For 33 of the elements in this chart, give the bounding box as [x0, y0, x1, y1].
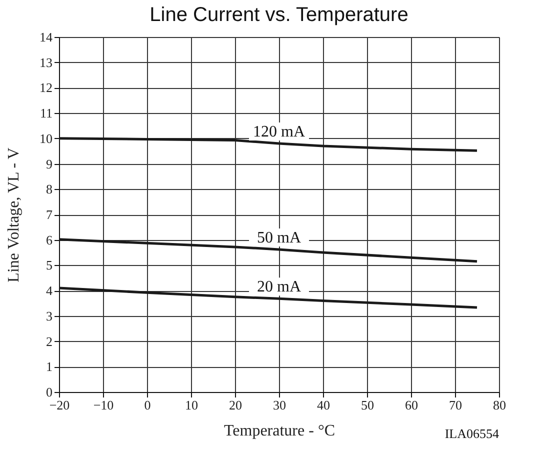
- y-tick-label: 3: [46, 308, 52, 324]
- x-tick-label: −20: [49, 398, 70, 412]
- x-tick-label: 10: [185, 398, 198, 412]
- y-tick-label: 4: [46, 283, 53, 298]
- y-tick-label: 9: [46, 156, 52, 172]
- x-tick-label: 70: [449, 398, 462, 412]
- series-label: 120 mA: [253, 124, 306, 140]
- x-tick-label: 30: [273, 398, 286, 412]
- x-tick-label: 80: [493, 398, 506, 412]
- y-tick-label: 5: [46, 258, 52, 273]
- text: ILA06554: [444, 426, 500, 441]
- x-tick-label: 40: [317, 398, 330, 412]
- y-tick-label: 6: [46, 232, 53, 248]
- x-tick-label: 60: [405, 398, 418, 412]
- y-tick-label: 13: [40, 54, 52, 70]
- y-tick-label: 0: [46, 384, 52, 400]
- chart-title: Line Current vs. Temperature: [150, 4, 408, 26]
- series-label: 20 mA: [257, 278, 302, 296]
- x-tick-label: 0: [144, 398, 151, 412]
- x-tick-label: 20: [229, 398, 242, 412]
- y-tick-label: 10: [40, 130, 52, 146]
- x-axis-title: Temperature - °C: [224, 422, 336, 440]
- series-label: 50 mA: [257, 229, 302, 246]
- y-tick-label: 1: [46, 359, 52, 374]
- y-tick-label: 8: [46, 182, 52, 197]
- y-tick-label: 2: [46, 334, 52, 349]
- x-tick-label: −10: [93, 398, 114, 412]
- y-tick-label: 14: [40, 30, 53, 44]
- y-tick-label: 7: [46, 207, 53, 222]
- y-tick-label: 11: [40, 106, 52, 121]
- y-axis-title: Line Voltage, VL - V: [6, 147, 22, 282]
- x-tick-label: 50: [361, 398, 374, 412]
- y-tick-label: 12: [40, 80, 52, 96]
